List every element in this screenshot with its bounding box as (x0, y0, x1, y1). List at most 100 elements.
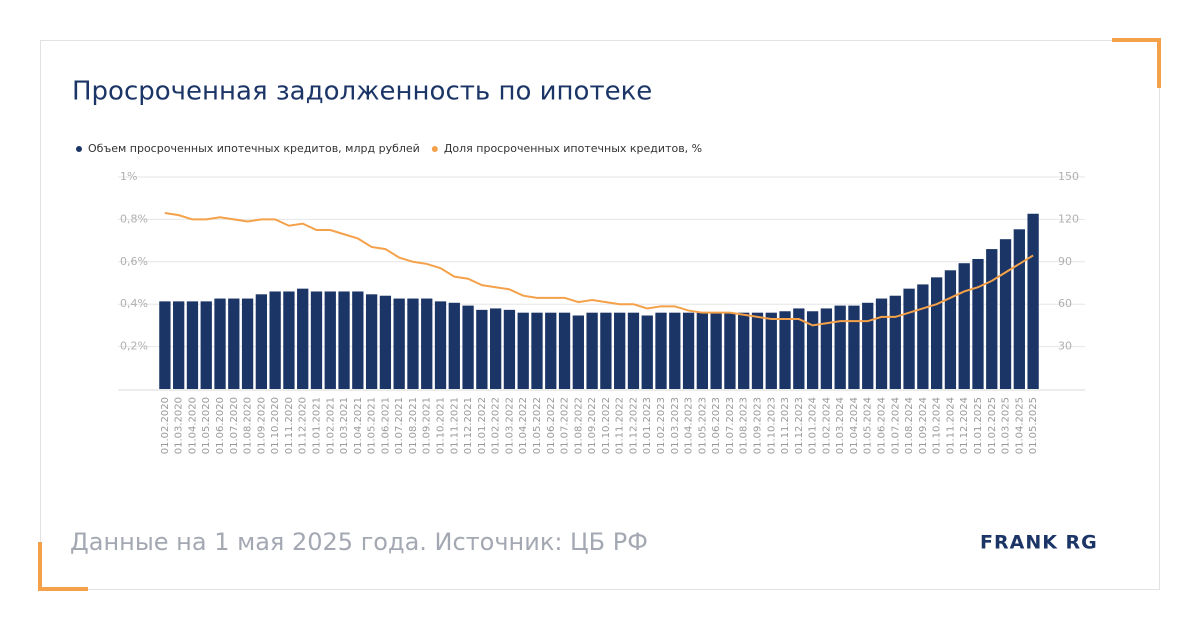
bar (848, 305, 860, 389)
x-tick-label: 01.09.2023 (752, 397, 763, 454)
legend-marker (431, 146, 438, 152)
x-tick-label: 01.07.2022 (560, 397, 571, 454)
x-tick-label: 01.03.2025 (1001, 397, 1012, 454)
y2-tick-label: 30 (1058, 340, 1072, 353)
bar (738, 312, 750, 389)
bar (1027, 213, 1039, 389)
bar (434, 301, 447, 389)
x-tick-label: 01.07.2021 (394, 397, 405, 454)
bar (614, 312, 626, 389)
x-tick-label: 01.11.2024 (945, 397, 956, 454)
bar (917, 284, 929, 389)
bar (186, 301, 199, 389)
bar (558, 312, 571, 389)
bar (517, 312, 529, 389)
bar (903, 288, 915, 389)
y-tick-label: 0,8% (120, 212, 148, 225)
x-tick-label: 01.04.2021 (353, 397, 364, 454)
x-tick-label: 01.07.2024 (890, 397, 901, 454)
x-tick-label: 01.02.2023 (656, 397, 667, 454)
x-tick-label: 01.12.2021 (463, 397, 474, 454)
bar (545, 312, 557, 389)
x-tick-label: 01.06.2024 (877, 397, 888, 454)
y-tick-label: 0,4% (120, 297, 148, 310)
footer: Данные на 1 мая 2025 года. Источник: ЦБ … (70, 528, 648, 556)
x-tick-label: 01.09.2021 (422, 397, 433, 454)
legend-label: Объем просроченных ипотечных кредитов, м… (88, 142, 420, 155)
x-tick-label: 01.06.2020 (215, 397, 226, 454)
bar (834, 305, 846, 389)
bar (448, 302, 460, 389)
bar (875, 298, 888, 389)
bar (476, 309, 488, 389)
bar (407, 298, 419, 389)
bar (255, 294, 268, 389)
x-tick-label: 01.05.2025 (1028, 397, 1039, 454)
x-tick-label: 01.06.2021 (380, 397, 391, 454)
bar (999, 239, 1012, 389)
x-tick-label: 01.11.2020 (284, 397, 295, 454)
legend: Объем просроченных ипотечных кредитов, м… (76, 142, 702, 155)
bar (297, 288, 309, 389)
x-tick-label: 01.04.2020 (187, 397, 198, 454)
bar (986, 249, 998, 389)
corner (38, 542, 88, 591)
y-tick-label: 0,2% (120, 340, 148, 353)
brand: FRANK RG (980, 532, 1098, 554)
corner (1112, 38, 1161, 88)
bar (793, 308, 805, 389)
bar (1013, 229, 1025, 389)
x-tick-label: 01.12.2023 (794, 397, 805, 454)
bar (159, 301, 171, 389)
bar (572, 315, 584, 389)
bar (944, 270, 957, 389)
bar (228, 298, 240, 389)
x-tick-label: 01.09.2024 (918, 397, 929, 454)
x-tick-label: 01.04.2024 (849, 397, 860, 454)
x-tick-label: 01.11.2021 (449, 397, 460, 454)
x-tick-label: 01.05.2021 (367, 397, 378, 454)
x-tick-label: 01.11.2022 (615, 397, 626, 454)
bar (214, 298, 226, 389)
x-tick-label: 01.10.2021 (436, 397, 447, 454)
x-tick-label: 01.03.2023 (670, 397, 681, 454)
x-tick-label: 01.05.2022 (532, 397, 543, 454)
bar (531, 312, 543, 389)
bar (338, 291, 350, 389)
x-tick-label: 01.07.2020 (229, 397, 240, 454)
bar (503, 309, 516, 389)
bar (283, 291, 295, 389)
x-tick-label: 01.02.2020 (160, 397, 171, 454)
x-tick-label: 01.03.2021 (339, 397, 350, 454)
x-tick-label: 01.02.2021 (325, 397, 336, 454)
bar (421, 298, 433, 389)
x-tick-label: 01.08.2024 (904, 397, 915, 454)
x-tick-label: 01.03.2022 (504, 397, 515, 454)
x-tick-label: 01.01.2024 (808, 397, 819, 454)
x-tick-label: 01.09.2020 (256, 397, 267, 454)
x-tick-label: 01.12.2024 (959, 397, 970, 454)
x-tick-label: 01.10.2022 (601, 397, 612, 454)
x-tick-label: 01.10.2024 (932, 397, 943, 454)
x-tick-label: 01.06.2023 (711, 397, 722, 454)
bar (627, 312, 640, 389)
line (164, 212, 1034, 327)
bar (655, 312, 667, 389)
x-tick-label: 01.05.2023 (697, 397, 708, 454)
legend-marker (76, 146, 82, 152)
bar (489, 308, 502, 389)
bar (820, 308, 833, 389)
bar (710, 312, 722, 389)
x-tick-label: 01.08.2023 (739, 397, 750, 454)
bar (889, 295, 901, 389)
bar (379, 295, 392, 389)
legend-label: Доля просроченных ипотечных кредитов, % (444, 142, 702, 155)
bar (669, 312, 681, 389)
bar (586, 312, 598, 389)
bar (173, 301, 185, 389)
x-tick-label: 01.02.2024 (821, 397, 832, 454)
x-tick-label: 01.08.2022 (573, 397, 584, 454)
x-tick-label: 01.03.2024 (835, 397, 846, 454)
bar (696, 312, 709, 389)
